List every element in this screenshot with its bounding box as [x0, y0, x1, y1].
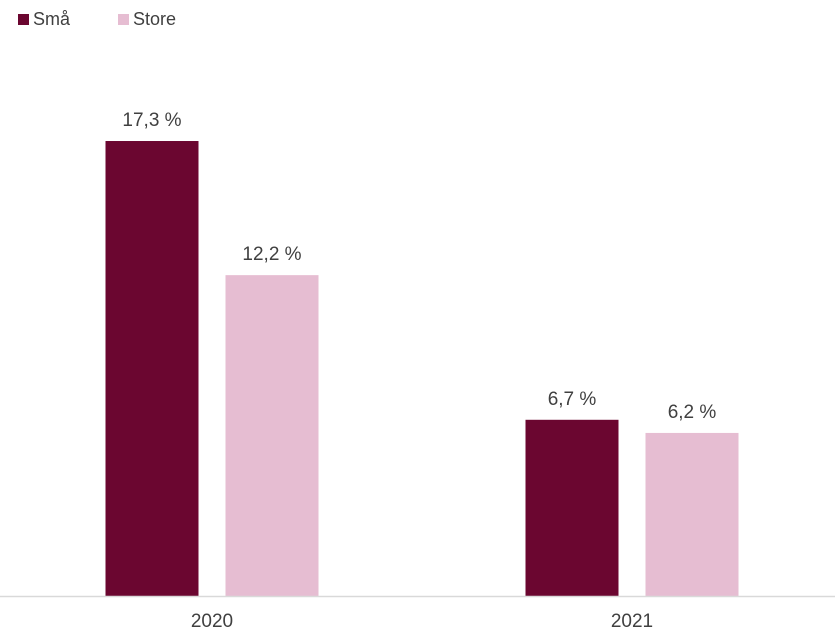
bar-0-1: [525, 419, 619, 596]
data-label-1-0: 12,2 %: [242, 244, 301, 265]
data-label-0-0: 17,3 %: [122, 110, 181, 131]
bar-0-0: [105, 141, 199, 596]
value-labels: 17,3 % 12,2 % 6,7 % 6,2 %: [122, 110, 716, 423]
bar-1-0: [225, 275, 319, 596]
legend: Små Store: [18, 9, 176, 29]
bars: [105, 141, 739, 596]
data-label-1-1: 6,2 %: [668, 402, 717, 423]
bar-1-1: [645, 432, 739, 596]
legend-swatch-1: [118, 14, 129, 25]
legend-label-1: Store: [133, 9, 176, 29]
x-tick-label-1: 2021: [611, 611, 653, 631]
data-label-0-1: 6,7 %: [548, 389, 597, 410]
legend-label-0: Små: [33, 9, 71, 29]
x-tick-label-0: 2020: [191, 611, 233, 631]
legend-swatch-0: [18, 14, 29, 25]
x-axis: 2020 2021: [0, 595, 835, 632]
